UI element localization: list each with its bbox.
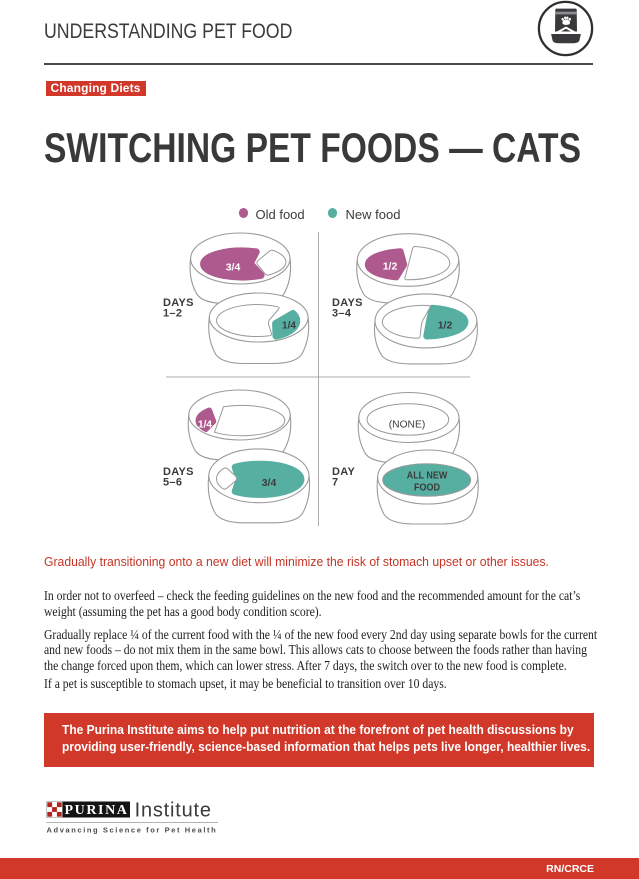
svg-text:(NONE): (NONE) (389, 419, 426, 431)
svg-text:Institute: Institute (135, 800, 212, 822)
svg-text:DAYS: DAYS (332, 297, 363, 309)
svg-text:3–4: 3–4 (332, 308, 352, 320)
svg-text:3/4: 3/4 (262, 477, 277, 489)
svg-text:Advancing Science for Pet Heal: Advancing Science for Pet Health (47, 826, 218, 835)
svg-text:1/4: 1/4 (282, 321, 296, 332)
svg-text:1–2: 1–2 (163, 308, 182, 320)
svg-text:FOOD: FOOD (414, 482, 440, 494)
svg-text:PURINA: PURINA (64, 803, 128, 818)
svg-text:5–6: 5–6 (163, 477, 182, 489)
svg-text:7: 7 (332, 477, 338, 489)
svg-text:3/4: 3/4 (226, 262, 241, 274)
svg-text:ALL NEW: ALL NEW (407, 470, 448, 482)
svg-text:1/4: 1/4 (198, 420, 212, 431)
svg-text:DAY: DAY (332, 466, 355, 478)
svg-text:1/2: 1/2 (438, 320, 453, 332)
svg-text:DAYS: DAYS (163, 297, 194, 309)
svg-text:DAYS: DAYS (163, 466, 194, 478)
svg-text:1/2: 1/2 (383, 261, 398, 273)
